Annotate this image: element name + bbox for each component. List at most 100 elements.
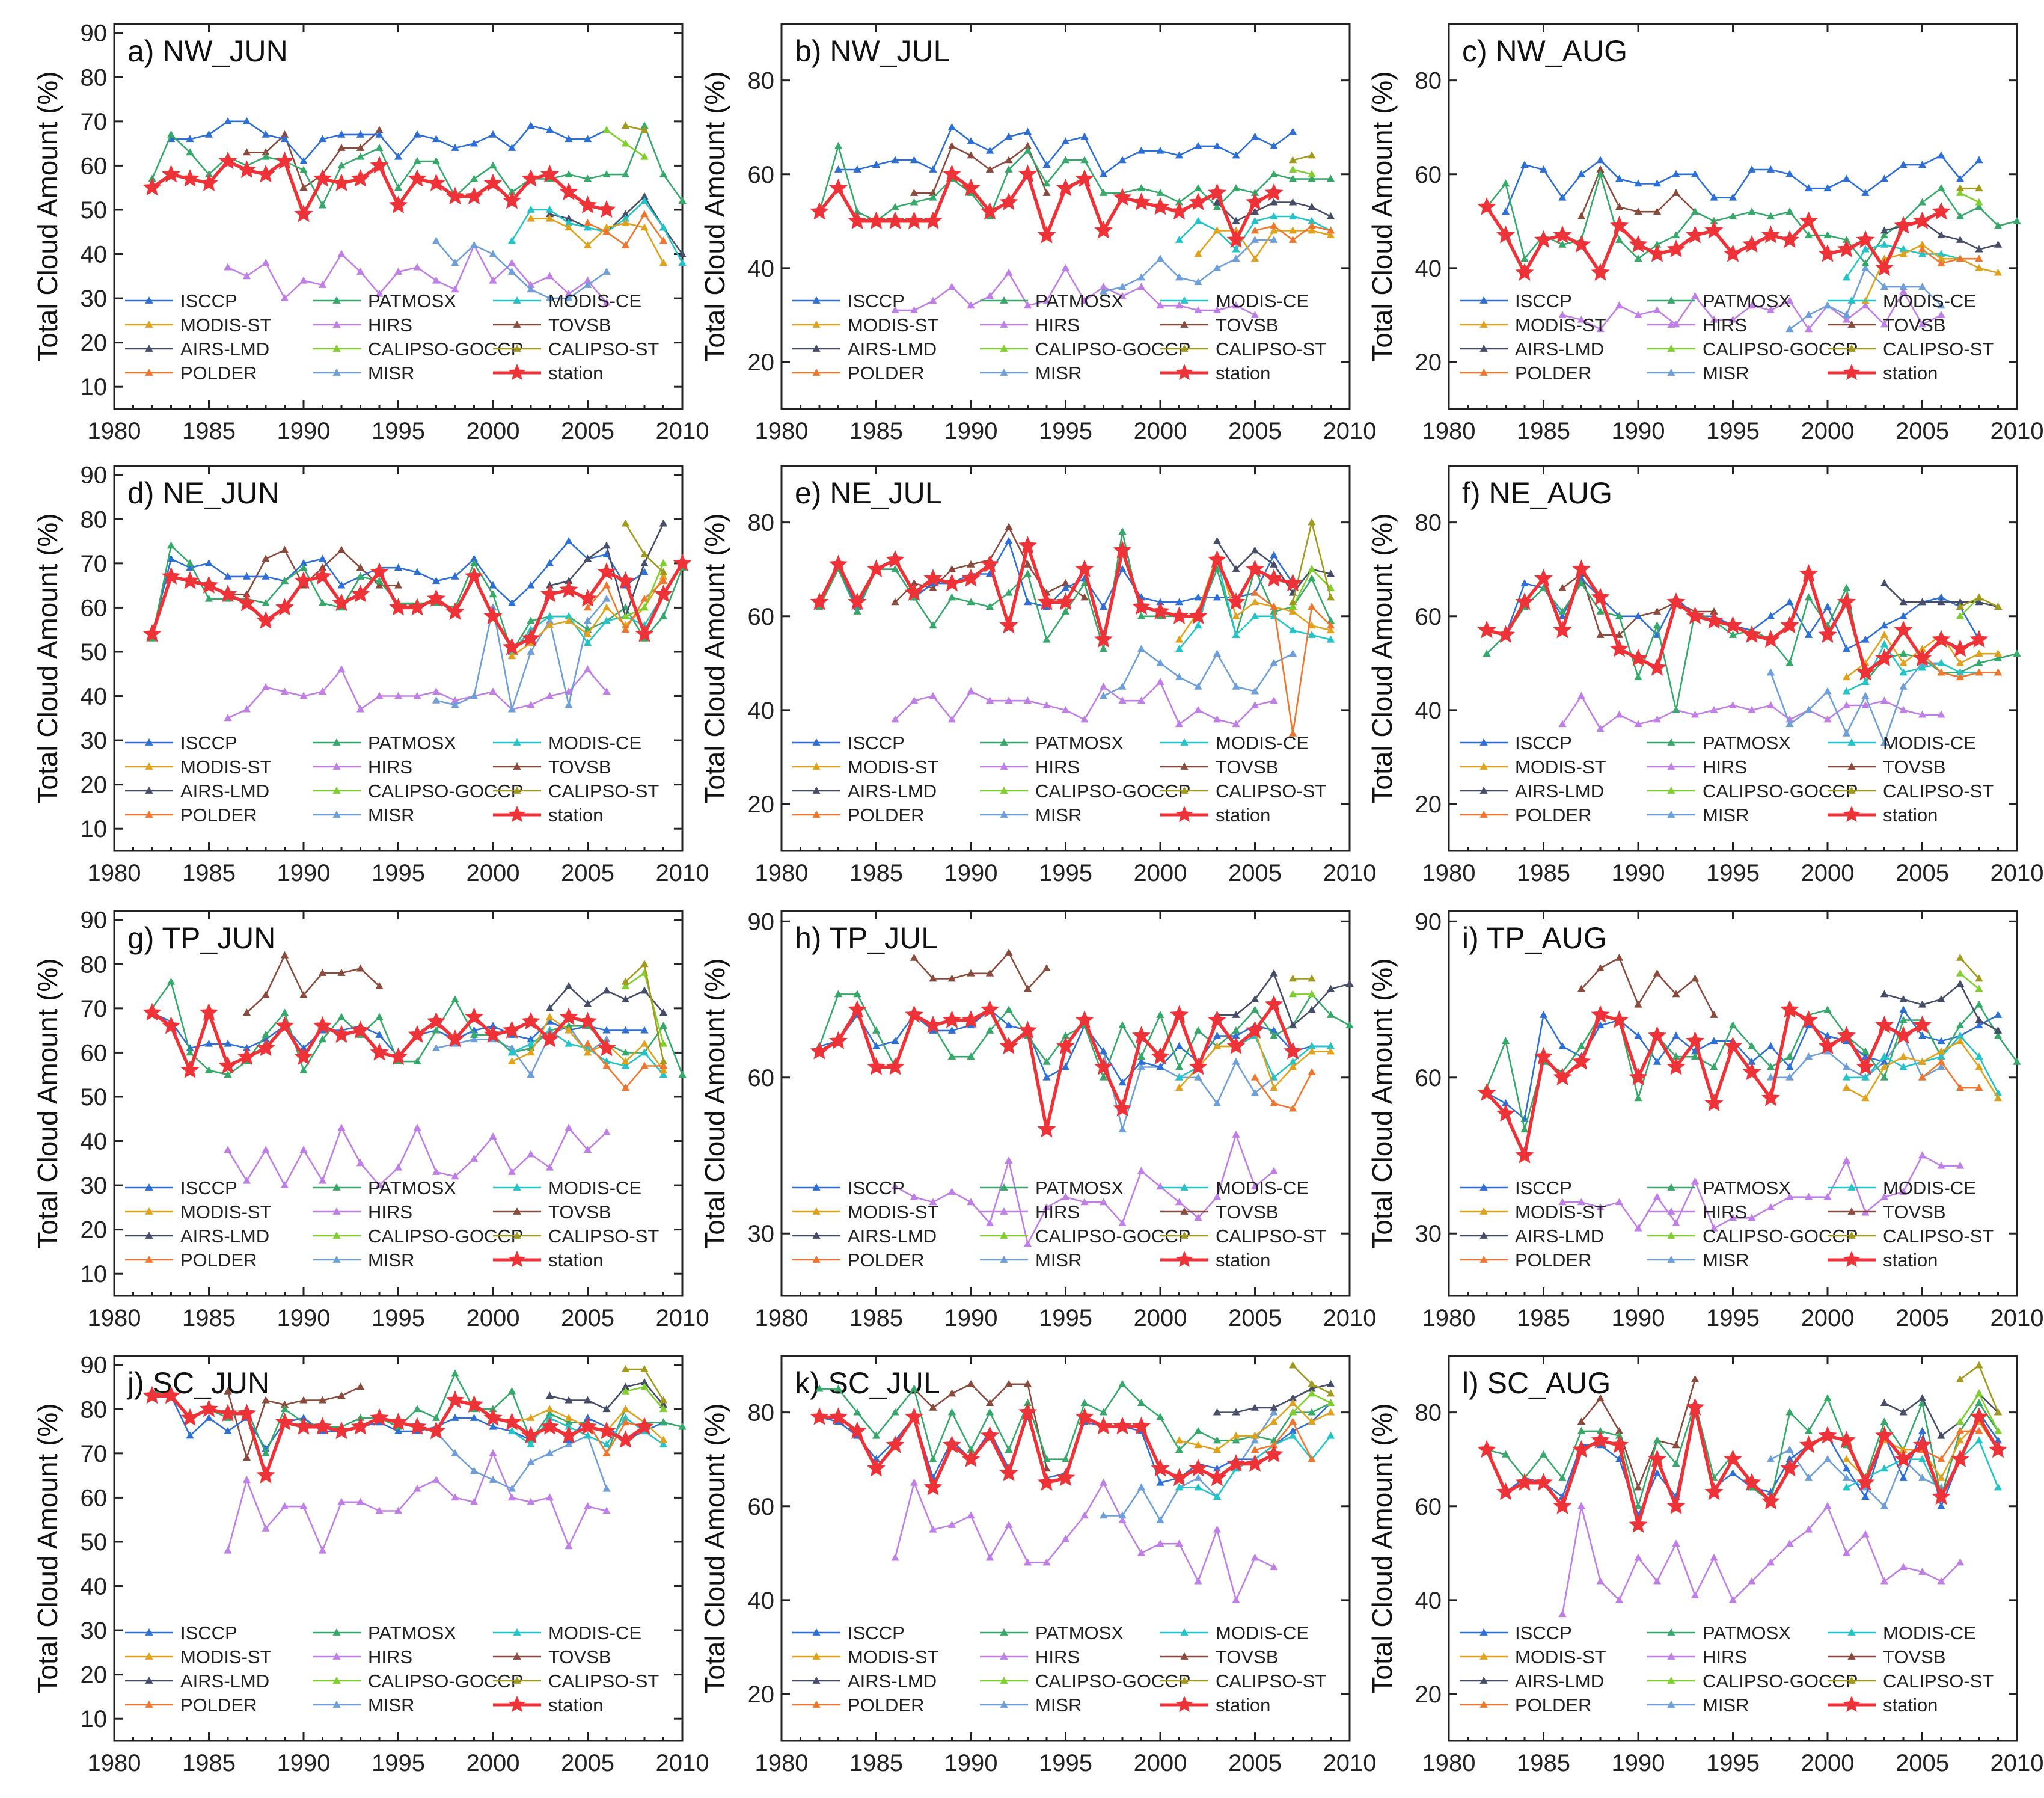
point-modis-ce: [1861, 678, 1870, 685]
point-patmosx: [1345, 1021, 1354, 1029]
point-airs-lmd: [1937, 598, 1945, 606]
point-calipso-goccp: [1956, 188, 1965, 196]
point-isccp: [1937, 593, 1945, 601]
point-patmosx: [678, 197, 687, 204]
point-tovsb: [1634, 1483, 1642, 1491]
x-tick-label: 2005: [1896, 860, 1949, 886]
point-modis-st: [1994, 1094, 2003, 1102]
point-hirs: [451, 285, 459, 293]
point-modis-st: [1975, 1063, 1983, 1070]
x-tick-label: 1995: [1706, 1305, 1760, 1331]
point-station: [370, 1043, 389, 1061]
point-patmosx: [1099, 1408, 1108, 1416]
point-station: [1723, 1036, 1743, 1055]
y-tick-label: 60: [1415, 1494, 1442, 1520]
point-hirs: [507, 1168, 516, 1175]
point-station: [540, 164, 560, 183]
point-polder: [602, 1061, 611, 1069]
point-patmosx: [1785, 1052, 1794, 1060]
point-patmosx: [1080, 579, 1089, 587]
y-tick-label: 50: [81, 1084, 108, 1111]
y-tick-label: 20: [748, 349, 775, 376]
point-polder: [1308, 1455, 1316, 1462]
point-hirs: [1023, 696, 1032, 704]
point-isccp: [1061, 137, 1070, 145]
series-line-station: [1485, 1406, 2000, 1527]
y-tick-label: 60: [81, 1485, 108, 1511]
y-axis-label: Total Cloud Amount (%): [1366, 958, 1398, 1248]
point-hirs: [1653, 1577, 1662, 1585]
point-hirs: [1842, 701, 1851, 708]
y-tick-label: 20: [1415, 349, 1442, 376]
point-hirs: [1918, 1568, 1927, 1575]
point-tovsb: [1634, 1000, 1642, 1008]
point-polder: [621, 625, 630, 633]
point-isccp: [432, 135, 441, 143]
point-patmosx: [262, 1449, 270, 1456]
point-isccp: [1994, 1436, 2003, 1444]
point-isccp: [299, 157, 308, 164]
point-airs-lmd: [640, 192, 649, 200]
y-tick-label: 90: [748, 909, 775, 935]
point-station: [1283, 1042, 1303, 1060]
point-misr: [1099, 692, 1108, 699]
point-station: [1226, 1036, 1246, 1055]
point-calipso-st: [1326, 1389, 1335, 1397]
legend-label-isccp: ISCCP: [848, 1622, 905, 1643]
point-polder: [1975, 668, 1983, 676]
legend-marker-isccp: [145, 296, 153, 304]
point-hirs: [337, 1123, 346, 1131]
point-tovsb: [1710, 607, 1718, 615]
legend-marker-hirs: [1000, 321, 1008, 328]
y-tick-label: 80: [748, 1400, 775, 1426]
point-station: [635, 624, 654, 642]
legend-marker-airs-lmd: [812, 1232, 821, 1239]
point-station: [142, 624, 162, 642]
y-tick-label: 60: [81, 153, 108, 179]
point-misr: [470, 692, 479, 699]
x-tick-label: 1980: [1422, 418, 1476, 444]
point-patmosx: [2013, 1057, 2021, 1065]
series-group: [142, 117, 687, 306]
point-patmosx: [1308, 1408, 1316, 1416]
point-patmosx: [1080, 156, 1089, 164]
y-tick-label: 80: [1415, 510, 1442, 536]
point-isccp: [242, 117, 251, 124]
y-tick-label: 30: [748, 1221, 775, 1247]
point-hirs: [1194, 306, 1202, 313]
point-station: [445, 186, 465, 205]
point-modis-st: [1918, 645, 1927, 652]
point-patmosx: [1005, 165, 1013, 173]
point-patmosx: [413, 157, 421, 164]
legend-label-calipso-st: CALIPSO-ST: [1883, 1671, 1994, 1692]
point-tovsb: [1023, 560, 1032, 568]
point-isccp: [1899, 612, 1908, 619]
point-isccp: [640, 568, 649, 575]
x-tick-label: 2005: [1896, 1305, 1949, 1331]
point-modis-st: [640, 1039, 649, 1047]
point-station: [502, 1020, 522, 1039]
x-tick-label: 2010: [656, 1750, 709, 1776]
point-patmosx: [507, 1387, 516, 1395]
point-calipso-st: [621, 519, 630, 527]
point-tovsb: [1653, 607, 1662, 615]
point-modis-ce: [1899, 668, 1908, 676]
point-modis-st: [1288, 226, 1297, 234]
point-isccp: [489, 130, 497, 138]
point-airs-lmd: [1213, 536, 1222, 544]
point-station: [1553, 620, 1572, 639]
point-modis-ce: [527, 1440, 535, 1448]
point-station: [464, 566, 484, 585]
legend-label-misr: MISR: [1703, 363, 1749, 384]
point-isccp: [1956, 174, 1965, 182]
point-isccp: [451, 143, 459, 151]
point-patmosx: [1005, 1005, 1013, 1013]
point-isccp: [1023, 598, 1032, 606]
point-station: [275, 1413, 295, 1431]
point-isccp: [1501, 1099, 1510, 1106]
point-misr: [489, 250, 497, 257]
point-station: [502, 1413, 522, 1431]
point-station: [1704, 611, 1724, 629]
point-station: [616, 571, 635, 589]
point-patmosx: [583, 174, 592, 182]
